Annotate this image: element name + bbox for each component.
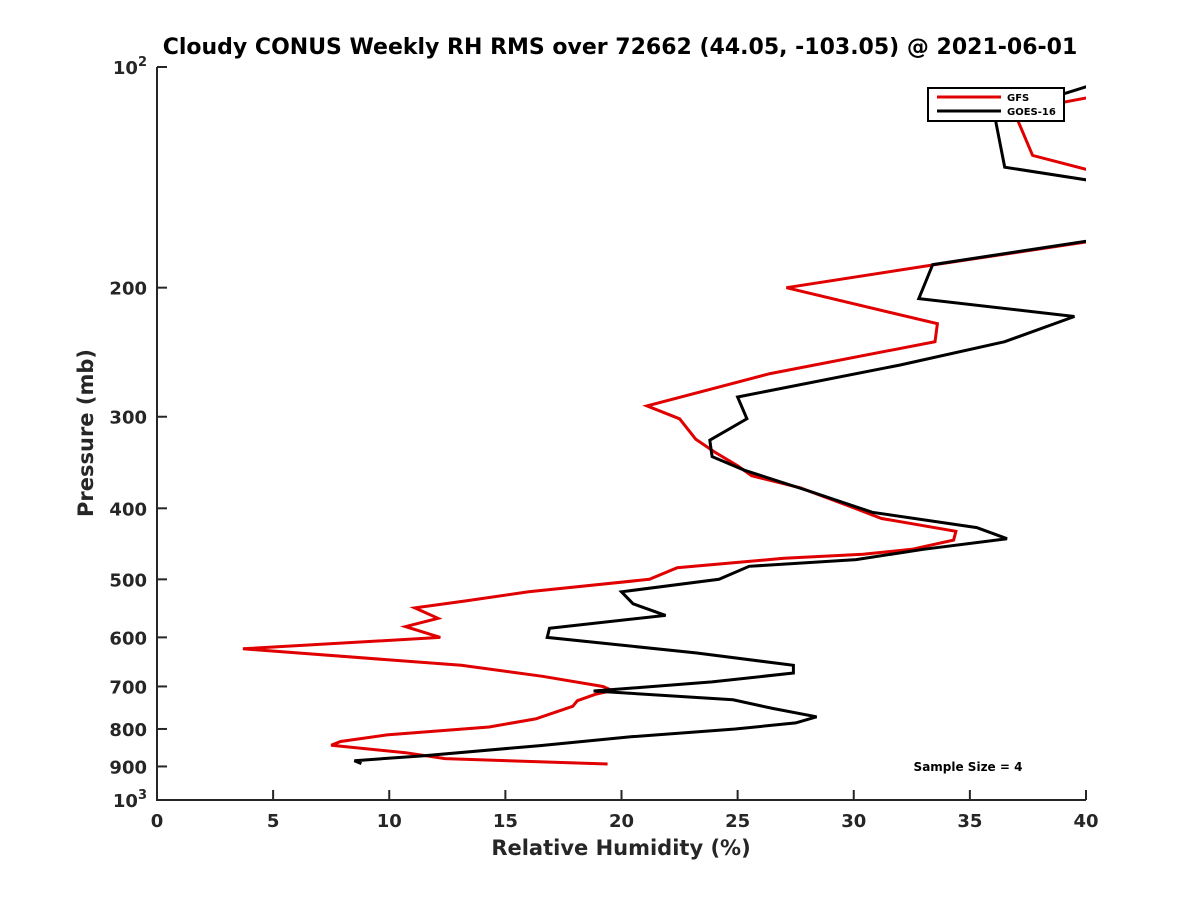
y-tick-layer: 102 200 300 400 500 600 700 800 900 103	[109, 55, 167, 812]
x-tick-layer: 0 5 10 15 20 25 30 35 40	[151, 790, 1099, 832]
x-tick-label: 40	[1073, 811, 1098, 832]
series-line-goes16	[353, 85, 1086, 765]
x-axis-label: Relative Humidity (%)	[491, 836, 750, 860]
x-tick-label: 30	[841, 811, 866, 832]
x-tick-label: 0	[151, 811, 164, 832]
series-layer	[242, 85, 1086, 766]
y-tick-label: 300	[109, 408, 147, 429]
x-tick-label: 25	[725, 811, 750, 832]
legend-box	[927, 87, 1065, 122]
x-tick-label: 10	[377, 811, 402, 832]
y-tick-label: 400	[109, 499, 147, 520]
y-tick-label: 103	[113, 788, 147, 812]
y-tick-label: 700	[109, 677, 147, 698]
legend-label-goes16: GOES-16	[1007, 107, 1056, 118]
x-tick-label: 20	[609, 811, 634, 832]
x-tick-label: 5	[267, 811, 280, 832]
y-tick-label: 900	[109, 757, 147, 778]
chart-title: Cloudy CONUS Weekly RH RMS over 72662 (4…	[163, 35, 1078, 60]
sample-size-annotation: Sample Size = 4	[914, 760, 1023, 774]
legend: GFS GOES-16	[927, 87, 1065, 122]
series-line-gfs	[242, 96, 1086, 766]
y-axis-label: Pressure (mb)	[74, 349, 98, 517]
y-tick-label: 800	[109, 720, 147, 741]
legend-label-gfs: GFS	[1007, 93, 1029, 104]
y-tick-label: 500	[109, 570, 147, 591]
y-tick-label: 600	[109, 628, 147, 649]
x-tick-label: 15	[493, 811, 518, 832]
x-tick-label: 35	[957, 811, 982, 832]
plot-area-background	[157, 67, 1086, 800]
y-tick-label: 200	[109, 279, 147, 300]
y-tick-label: 102	[113, 55, 147, 79]
